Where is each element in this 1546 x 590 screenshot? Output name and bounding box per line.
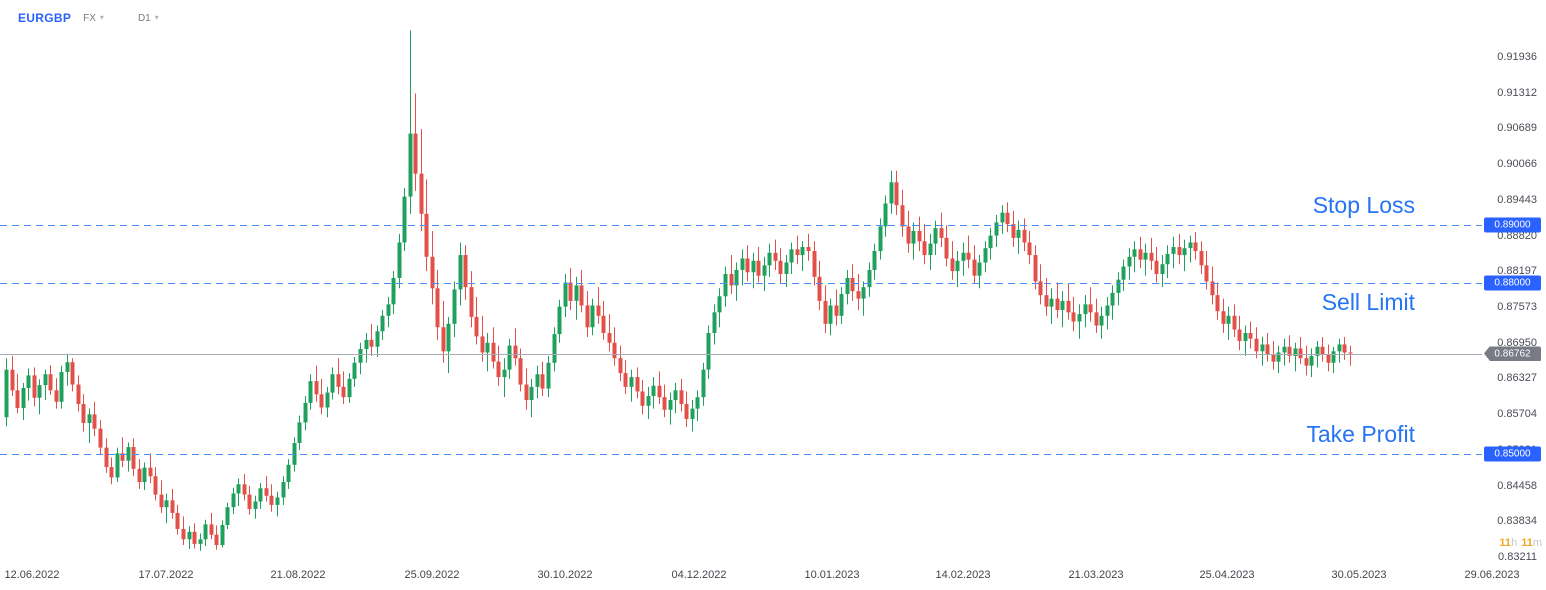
price-axis-tick: 0.87573 xyxy=(1497,301,1537,314)
price-axis-tick: 0.86327 xyxy=(1497,372,1537,385)
symbol-name[interactable]: EURGBP xyxy=(18,11,72,25)
price-axis[interactable]: 0.91936 0.91312 0.90689 0.90066 0.89443 0.888… xyxy=(1482,0,1546,590)
time-axis-tick: 21.08.2022 xyxy=(270,569,326,581)
price-axis-tick: 0.85704 xyxy=(1497,408,1537,421)
interval-label: D1 xyxy=(137,12,151,24)
time-axis-tick: 04.12.2022 xyxy=(671,569,727,581)
price-axis-tick: 0.88197 xyxy=(1497,265,1537,278)
take-profit-label[interactable]: Take Profit xyxy=(1306,421,1415,448)
time-axis-tick: 30.10.2022 xyxy=(537,569,593,581)
chart-header: EURGBP FX ▾ D1 ▾ xyxy=(18,11,159,25)
chart-plot-area[interactable]: Stop Loss Sell Limit Take Profit xyxy=(0,0,1482,562)
time-axis-tick: 14.02.2023 xyxy=(935,569,991,581)
price-axis-tick: 0.90689 xyxy=(1497,122,1537,135)
sell-limit-price-badge[interactable]: 0.88000 xyxy=(1484,275,1541,291)
stop-loss-price-badge[interactable]: 0.89000 xyxy=(1484,217,1541,233)
time-axis-tick: 17.07.2022 xyxy=(138,569,194,581)
time-axis[interactable]: 12.06.2022 17.07.2022 21.08.2022 25.09.2022… xyxy=(0,562,1546,590)
countdown-minutes: 11 xyxy=(1521,537,1533,549)
sell-limit-label[interactable]: Sell Limit xyxy=(1321,288,1415,315)
stop-loss-label[interactable]: Stop Loss xyxy=(1312,192,1415,219)
candle-countdown: 11h 11m xyxy=(1499,537,1542,549)
market-selector[interactable]: FX ▾ xyxy=(83,13,104,24)
market-label: FX xyxy=(83,12,96,24)
price-axis-tick: 0.91312 xyxy=(1497,86,1537,99)
time-axis-tick: 10.01.2023 xyxy=(804,569,860,581)
price-axis-tick: 0.86950 xyxy=(1497,336,1537,349)
countdown-hours: 11 xyxy=(1499,537,1512,549)
time-axis-tick: 25.09.2022 xyxy=(404,569,460,581)
price-axis-tick: 0.83834 xyxy=(1497,515,1537,528)
candlestick-canvas[interactable] xyxy=(0,0,1482,562)
time-axis-tick: 30.05.2023 xyxy=(1331,569,1387,581)
time-axis-tick: 12.06.2022 xyxy=(4,569,60,581)
price-axis-tick: 0.90066 xyxy=(1497,158,1537,171)
time-axis-tick: 21.03.2023 xyxy=(1068,569,1124,581)
current-price-badge: 0.86762 xyxy=(1484,346,1541,361)
chevron-down-icon: ▾ xyxy=(154,13,159,22)
take-profit-price-badge[interactable]: 0.85000 xyxy=(1484,446,1541,462)
price-axis-tick: 0.91936 xyxy=(1497,51,1537,63)
interval-selector[interactable]: D1 ▾ xyxy=(138,13,159,24)
price-axis-tick: 0.83211 xyxy=(1498,551,1537,563)
time-axis-tick: 25.04.2023 xyxy=(1199,569,1255,581)
price-axis-tick: 0.89443 xyxy=(1497,193,1537,206)
time-axis-tick: 29.06.2023 xyxy=(1464,569,1520,581)
chevron-down-icon: ▾ xyxy=(99,13,104,22)
price-axis-tick: 0.84458 xyxy=(1497,479,1537,492)
